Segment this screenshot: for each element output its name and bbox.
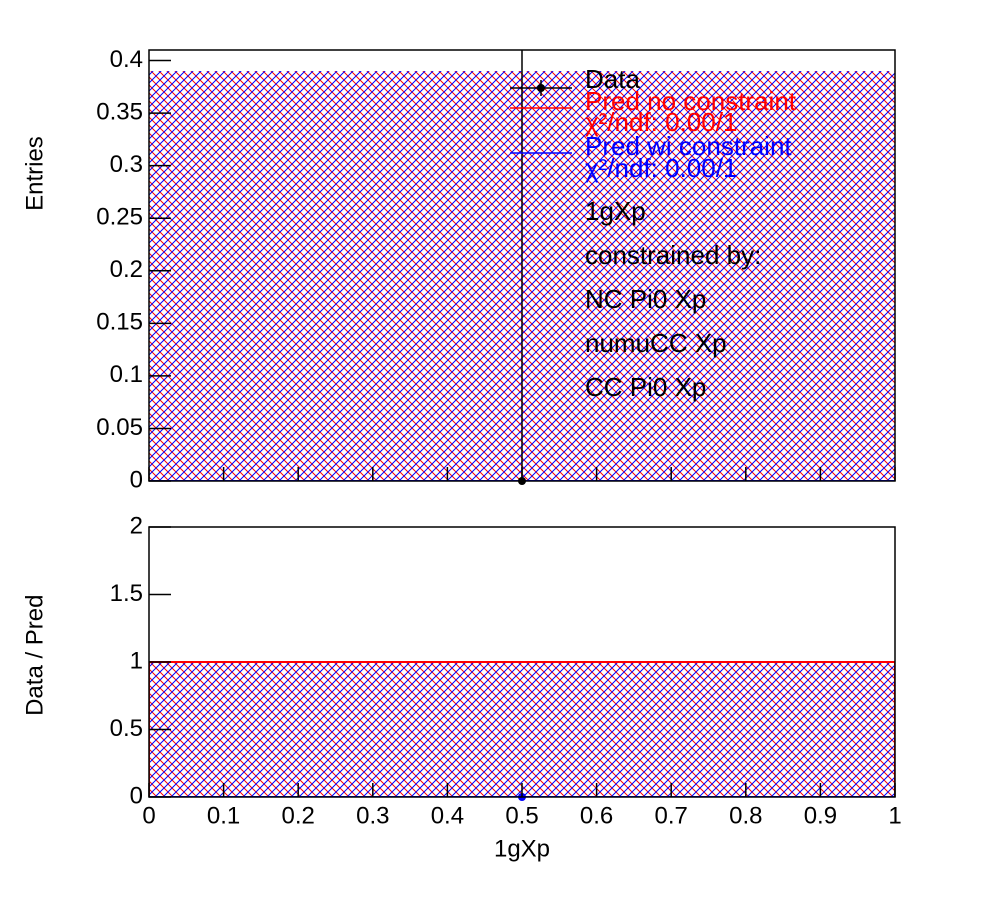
y-tick-label: 0	[130, 466, 143, 493]
y-tick-label: 1.5	[110, 580, 143, 607]
histogram-step	[149, 661, 895, 797]
y-tick-label: 0	[130, 782, 143, 809]
y-axis-label: Entries	[21, 136, 48, 211]
y-tick-label: 2	[130, 512, 143, 539]
annotation: 1gXp	[585, 196, 646, 226]
plot-area	[149, 661, 895, 797]
x-tick-label: 0.7	[655, 802, 688, 829]
x-tick-label: 0.8	[729, 802, 762, 829]
annotation: NC Pi0 Xp	[585, 284, 706, 314]
annotation: constrained by:	[585, 240, 761, 270]
legend-chi2: χ²/ndf: 0.00/1	[585, 153, 737, 183]
legend-label: Data	[585, 64, 640, 94]
y-tick-label: 0.35	[96, 98, 143, 125]
x-tick-label: 0.4	[431, 802, 464, 829]
y-tick-label: 0.1	[110, 361, 143, 388]
y-tick-label: 1	[130, 647, 143, 674]
legend-label: Pred no constraint	[585, 86, 797, 116]
legend-label: Pred wi constraint	[585, 131, 792, 161]
x-tick-label: 0	[142, 802, 155, 829]
legend-chi2: χ²/ndf: 0.00/1	[585, 107, 737, 137]
y-tick-label: 0.05	[96, 414, 143, 441]
legend-marker	[537, 84, 545, 92]
y-tick-label: 0.5	[110, 715, 143, 742]
y-tick-label: 0.3	[110, 151, 143, 178]
annotation: numuCC Xp	[585, 328, 727, 358]
error-band	[149, 662, 895, 797]
annotation: CC Pi0 Xp	[585, 372, 706, 402]
x-tick-label: 0.3	[356, 802, 389, 829]
x-tick-label: 0.5	[505, 802, 538, 829]
y-tick-label: 0.15	[96, 309, 143, 336]
y-tick-label: 0.4	[110, 46, 143, 73]
x-tick-label: 1	[888, 802, 901, 829]
plot-area	[149, 50, 895, 481]
y-tick-label: 0.2	[110, 256, 143, 283]
y-axis-label: Data / Pred	[21, 595, 48, 716]
x-tick-label: 0.1	[207, 802, 240, 829]
y-tick-label: 0.25	[96, 204, 143, 231]
x-tick-label: 0.2	[282, 802, 315, 829]
x-tick-label: 0.9	[804, 802, 837, 829]
x-tick-label: 0.6	[580, 802, 613, 829]
x-axis-label: 1gXp	[494, 835, 550, 862]
